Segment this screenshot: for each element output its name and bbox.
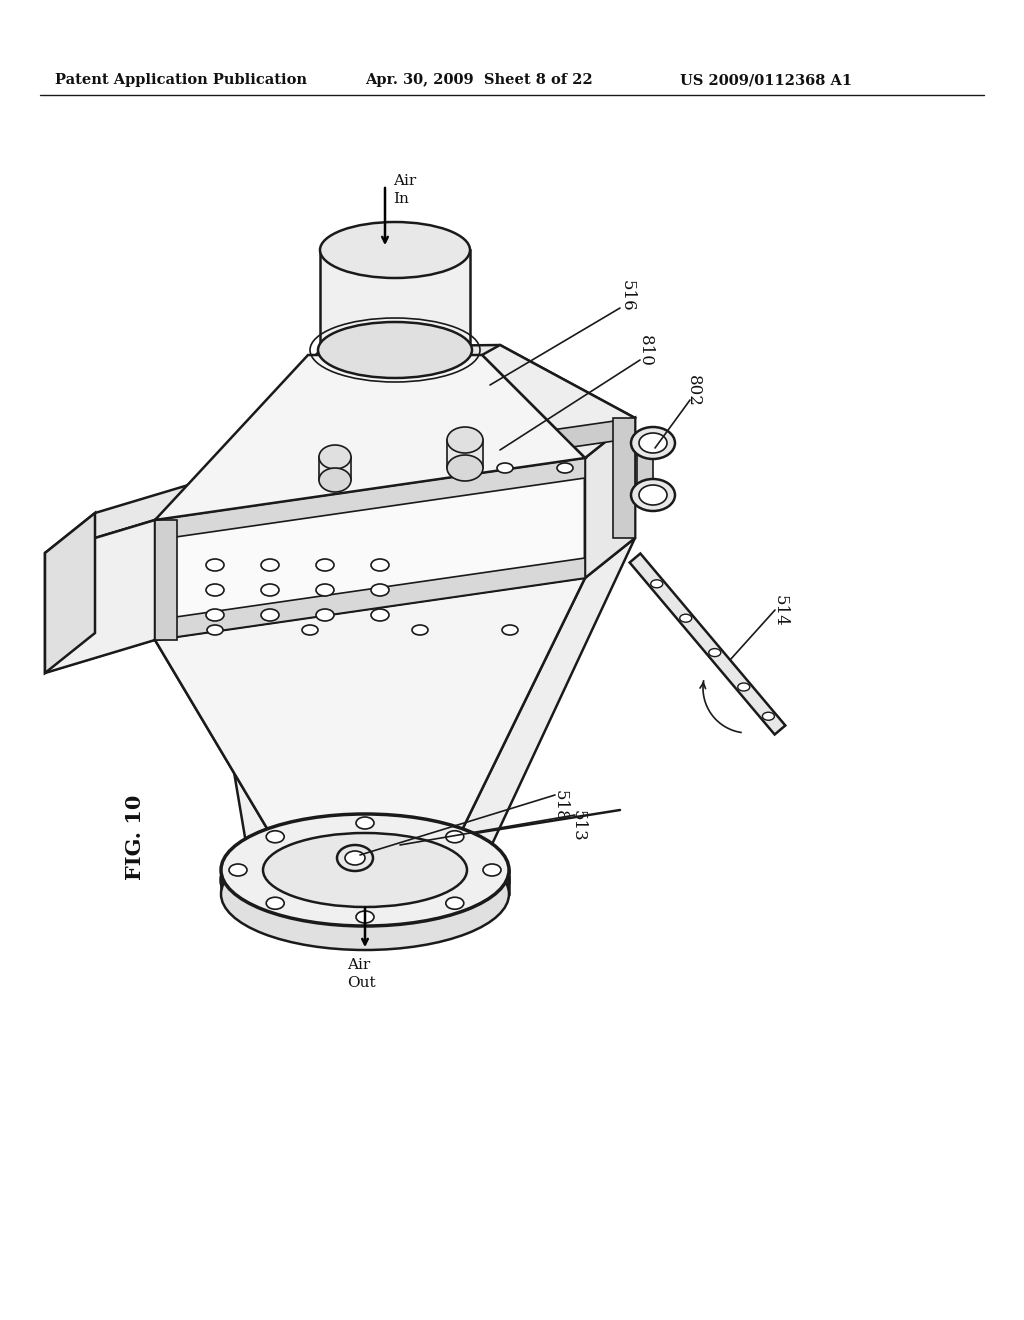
- Polygon shape: [155, 578, 585, 830]
- Text: In: In: [393, 191, 409, 206]
- Text: 513: 513: [569, 810, 587, 842]
- Polygon shape: [447, 440, 483, 469]
- Ellipse shape: [447, 455, 483, 480]
- Ellipse shape: [502, 624, 518, 635]
- Ellipse shape: [371, 583, 389, 597]
- Ellipse shape: [763, 713, 774, 721]
- Polygon shape: [155, 355, 585, 520]
- Polygon shape: [221, 870, 509, 894]
- Ellipse shape: [302, 624, 318, 635]
- Ellipse shape: [206, 583, 224, 597]
- Ellipse shape: [316, 583, 334, 597]
- Ellipse shape: [639, 484, 667, 506]
- Ellipse shape: [319, 445, 351, 469]
- Ellipse shape: [650, 579, 663, 587]
- Ellipse shape: [221, 814, 509, 927]
- Ellipse shape: [316, 609, 334, 620]
- Polygon shape: [155, 601, 268, 855]
- Ellipse shape: [639, 433, 667, 453]
- Ellipse shape: [709, 648, 721, 656]
- Polygon shape: [319, 457, 351, 480]
- Polygon shape: [205, 345, 635, 480]
- Polygon shape: [45, 520, 155, 673]
- Ellipse shape: [557, 463, 573, 473]
- Ellipse shape: [261, 558, 279, 572]
- Polygon shape: [205, 418, 635, 601]
- Ellipse shape: [263, 833, 467, 907]
- Ellipse shape: [680, 614, 692, 622]
- Polygon shape: [155, 520, 177, 640]
- Text: US 2009/0112368 A1: US 2009/0112368 A1: [680, 73, 852, 87]
- Ellipse shape: [207, 624, 223, 635]
- Ellipse shape: [221, 838, 509, 950]
- Ellipse shape: [316, 558, 334, 572]
- Ellipse shape: [266, 830, 285, 842]
- Text: Out: Out: [347, 975, 376, 990]
- Polygon shape: [319, 249, 470, 350]
- Polygon shape: [585, 418, 635, 578]
- Polygon shape: [205, 418, 635, 500]
- Text: 810: 810: [637, 335, 653, 367]
- Ellipse shape: [412, 624, 428, 635]
- Ellipse shape: [318, 322, 472, 378]
- Text: Patent Application Publication: Patent Application Publication: [55, 73, 307, 87]
- Text: Air: Air: [393, 174, 416, 187]
- Polygon shape: [462, 539, 635, 855]
- Polygon shape: [155, 458, 585, 540]
- Text: 514: 514: [771, 595, 788, 627]
- Polygon shape: [155, 418, 635, 520]
- Ellipse shape: [631, 479, 675, 511]
- Polygon shape: [155, 458, 585, 640]
- Text: 516: 516: [618, 280, 636, 312]
- Polygon shape: [45, 480, 205, 553]
- Ellipse shape: [337, 845, 373, 871]
- Ellipse shape: [371, 609, 389, 620]
- Ellipse shape: [445, 898, 464, 909]
- Ellipse shape: [483, 865, 501, 876]
- Ellipse shape: [206, 558, 224, 572]
- Ellipse shape: [261, 609, 279, 620]
- Polygon shape: [630, 553, 785, 734]
- Ellipse shape: [221, 824, 509, 936]
- Ellipse shape: [497, 463, 513, 473]
- Ellipse shape: [345, 851, 365, 865]
- Text: Apr. 30, 2009  Sheet 8 of 22: Apr. 30, 2009 Sheet 8 of 22: [365, 73, 593, 87]
- Ellipse shape: [206, 609, 224, 620]
- Text: 518: 518: [552, 789, 568, 822]
- Ellipse shape: [356, 817, 374, 829]
- Ellipse shape: [229, 865, 247, 876]
- Ellipse shape: [445, 830, 464, 842]
- Ellipse shape: [261, 583, 279, 597]
- Polygon shape: [613, 418, 635, 539]
- Polygon shape: [482, 345, 635, 458]
- Ellipse shape: [447, 426, 483, 453]
- Polygon shape: [45, 513, 95, 673]
- Ellipse shape: [356, 911, 374, 923]
- Ellipse shape: [319, 469, 351, 492]
- Ellipse shape: [319, 222, 470, 279]
- Text: 802: 802: [684, 375, 701, 407]
- Ellipse shape: [631, 426, 675, 459]
- Polygon shape: [155, 558, 585, 640]
- Text: FIG. 10: FIG. 10: [125, 795, 145, 880]
- Text: Air: Air: [347, 958, 371, 972]
- Ellipse shape: [266, 898, 285, 909]
- Ellipse shape: [371, 558, 389, 572]
- Ellipse shape: [737, 682, 750, 690]
- Polygon shape: [637, 444, 653, 498]
